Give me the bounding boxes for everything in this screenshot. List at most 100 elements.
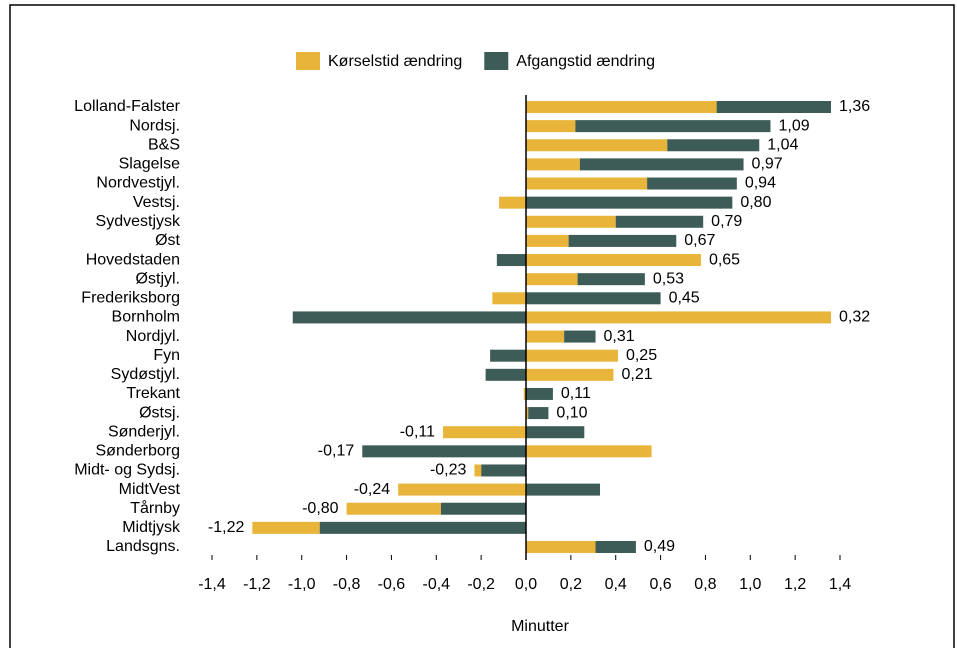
category-label: Sønderjyl. — [108, 423, 180, 440]
category-label: Midtjysk — [122, 519, 181, 536]
category-label: Trekant — [126, 385, 180, 402]
bar — [526, 120, 576, 133]
value-label: -1,22 — [208, 519, 245, 536]
bar — [362, 445, 526, 458]
value-label: -0,23 — [430, 462, 467, 479]
bar — [595, 540, 636, 553]
x-tick-label: 1,4 — [829, 576, 851, 593]
bar — [526, 349, 618, 362]
legend-label: Kørselstid ændring — [328, 53, 462, 70]
category-label: Nordvestjyl. — [96, 175, 180, 192]
value-label: 1,36 — [839, 98, 870, 115]
x-tick-label: 0,2 — [560, 576, 582, 593]
value-label: 0,65 — [709, 251, 740, 268]
bar — [523, 387, 526, 400]
value-label: 0,11 — [561, 385, 591, 402]
category-label: Tårnby — [130, 499, 180, 517]
bar — [526, 387, 553, 400]
bar — [575, 120, 771, 133]
category-label: Nordjyl. — [126, 328, 180, 345]
category-label: Fyn — [153, 347, 180, 364]
bar — [526, 483, 601, 496]
bar — [485, 368, 526, 381]
bar — [526, 234, 569, 247]
x-tick-label: -1,2 — [243, 576, 271, 593]
bar — [528, 407, 549, 420]
bar — [526, 407, 529, 420]
bar — [526, 368, 614, 381]
bar — [526, 445, 652, 458]
bar — [564, 330, 596, 343]
bar — [716, 101, 832, 113]
category-label: Frederiksborg — [81, 290, 180, 307]
category-label: Hovedstaden — [86, 251, 180, 268]
value-label: 0,80 — [740, 194, 771, 211]
x-tick-label: 0,0 — [515, 576, 537, 593]
value-label: 1,04 — [767, 136, 798, 153]
bar — [526, 158, 580, 171]
x-tick-label: -0,8 — [333, 576, 361, 593]
bar — [667, 139, 760, 152]
bar — [568, 234, 677, 247]
bar — [647, 177, 737, 190]
value-label: 0,67 — [684, 232, 715, 249]
category-label: Sønderborg — [96, 443, 181, 460]
bar — [496, 254, 526, 267]
category-label: Østsj. — [139, 404, 180, 421]
category-label: Sydvestjysk — [96, 213, 181, 230]
bar — [474, 464, 482, 477]
legend-swatch — [484, 52, 509, 70]
category-label: Nordsj. — [129, 117, 180, 134]
category-label: Østjyl. — [136, 270, 180, 287]
bar — [252, 521, 320, 534]
value-label: 0,21 — [621, 366, 652, 383]
category-label: MidtVest — [119, 481, 181, 498]
category-label: Slagelse — [119, 156, 180, 173]
category-label: Landsgns. — [106, 538, 180, 555]
category-label: Bornholm — [112, 309, 180, 326]
x-tick-label: 1,2 — [784, 576, 806, 593]
frame — [9, 4, 955, 648]
value-label: -0,11 — [400, 423, 435, 440]
bar — [526, 196, 733, 209]
bar — [615, 215, 704, 228]
bar — [319, 521, 526, 534]
bar — [526, 101, 717, 113]
bar — [499, 196, 526, 209]
category-label: B&S — [148, 136, 180, 153]
bar — [526, 426, 585, 439]
bar — [526, 540, 596, 553]
x-tick-label: -0,2 — [467, 576, 495, 593]
value-label: -0,80 — [302, 500, 339, 517]
bar — [398, 483, 526, 496]
bar — [526, 273, 578, 286]
value-label: 0,53 — [653, 270, 684, 287]
x-tick-label: 0,6 — [649, 576, 671, 593]
bar — [526, 254, 701, 267]
x-axis-label: Minutter — [511, 618, 569, 635]
x-tick-label: -0,6 — [378, 576, 406, 593]
x-tick-label: -0,4 — [422, 576, 450, 593]
bar — [526, 215, 616, 228]
value-label: 0,31 — [604, 328, 635, 345]
bar — [526, 292, 661, 305]
bar — [526, 139, 668, 152]
x-tick-label: 1,0 — [739, 576, 761, 593]
category-label: Midt- og Sydsj. — [74, 462, 180, 479]
category-label: Lolland-Falster — [74, 98, 181, 115]
value-label: 0,32 — [839, 309, 870, 326]
value-label: 0,45 — [669, 290, 700, 307]
category-label: Vestsj. — [133, 194, 180, 211]
value-label: 1,09 — [778, 117, 809, 134]
bar — [443, 426, 526, 439]
category-label: Sydøstjyl. — [111, 366, 180, 383]
bar — [292, 311, 526, 324]
bar — [526, 177, 648, 190]
legend-label: Afgangstid ændring — [516, 53, 655, 70]
value-label: 0,94 — [745, 175, 776, 192]
x-tick-label: -1,0 — [288, 576, 316, 593]
bar — [492, 292, 526, 305]
bar — [526, 330, 565, 343]
bar — [490, 349, 526, 362]
